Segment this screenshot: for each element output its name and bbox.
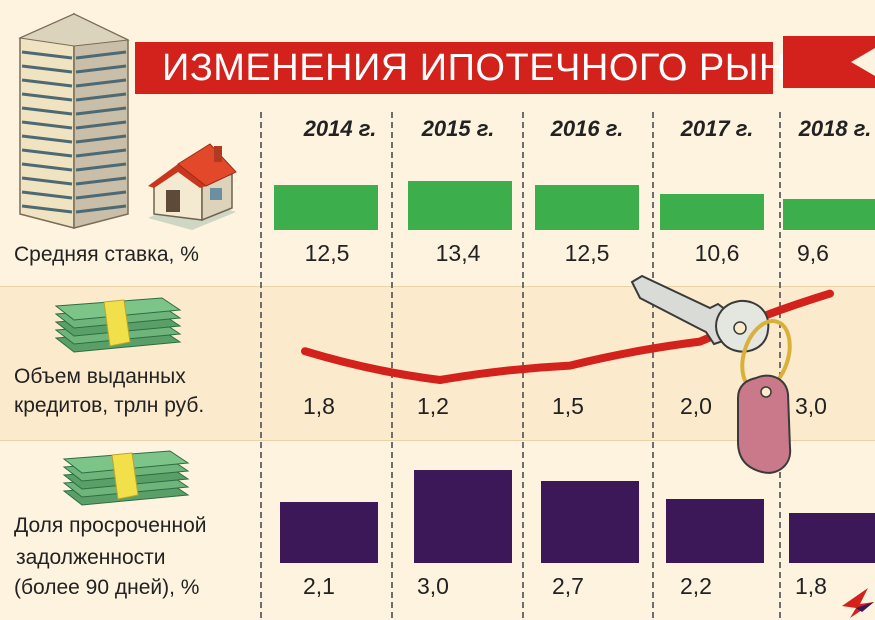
rate-bar [408, 180, 512, 230]
rate-bar [535, 184, 639, 230]
money-stack-icon [54, 297, 182, 353]
rate-value: 12,5 [304, 240, 350, 266]
band-divider [0, 440, 875, 441]
overdue-value: 2,7 [552, 573, 584, 599]
title-banner [135, 42, 773, 94]
volume-value: 1,2 [417, 393, 449, 419]
rate-value: 12,5 [564, 240, 610, 266]
volume-value: 3,0 [795, 393, 827, 419]
overdue-bar [666, 498, 764, 563]
money-stack-icon [62, 450, 190, 506]
column-separator [779, 112, 781, 618]
volume-value: 1,5 [552, 393, 584, 419]
rate-value: 10,6 [694, 240, 740, 266]
overdue-value: 3,0 [417, 573, 449, 599]
year-label: 2017 г. [680, 116, 754, 141]
chart-title: ИЗМЕНЕНИЯ ИПОТЕЧНОГО РЫНКА [162, 47, 836, 89]
key-with-tag-icon [630, 274, 792, 474]
row-label-overdue-line1: Доля просроченной [14, 514, 207, 537]
year-label: 2014 г. [303, 116, 377, 141]
house-icon [148, 143, 237, 230]
volume-value: 2,0 [680, 393, 712, 419]
year-label: 2015 г. [421, 116, 495, 141]
apartment-building-icon [18, 12, 130, 229]
band-divider [0, 286, 875, 287]
overdue-bar [280, 502, 378, 563]
rate-bar [660, 194, 764, 230]
arrow-logo-icon [842, 588, 874, 618]
rate-bar [274, 184, 378, 230]
overdue-bar [541, 480, 639, 563]
overdue-value: 2,2 [680, 573, 712, 599]
row-label-rate: Средняя ставка, % [14, 243, 199, 266]
overdue-bar [789, 512, 875, 563]
rate-value: 9,6 [797, 240, 829, 266]
row-label-volume-line2: кредитов, трлн руб. [14, 394, 205, 417]
overdue-value: 2,1 [303, 573, 335, 599]
year-label: 2016 г. [550, 116, 624, 141]
row-label-overdue-line3: (более 90 дней), % [14, 576, 200, 599]
column-separator [391, 112, 393, 618]
title-banner-notch [851, 48, 875, 76]
column-separator [652, 112, 654, 618]
rate-value: 13,4 [435, 240, 481, 266]
overdue-bar [414, 469, 512, 563]
rate-bar [783, 198, 875, 230]
column-separator [260, 112, 262, 618]
row-label-overdue-line2: задолженности [16, 546, 166, 569]
year-label: 2018 г. [798, 116, 872, 141]
row-label-volume-line1: Объем выданных [14, 365, 186, 388]
volume-value: 1,8 [303, 393, 335, 419]
overdue-value: 1,8 [795, 573, 827, 599]
